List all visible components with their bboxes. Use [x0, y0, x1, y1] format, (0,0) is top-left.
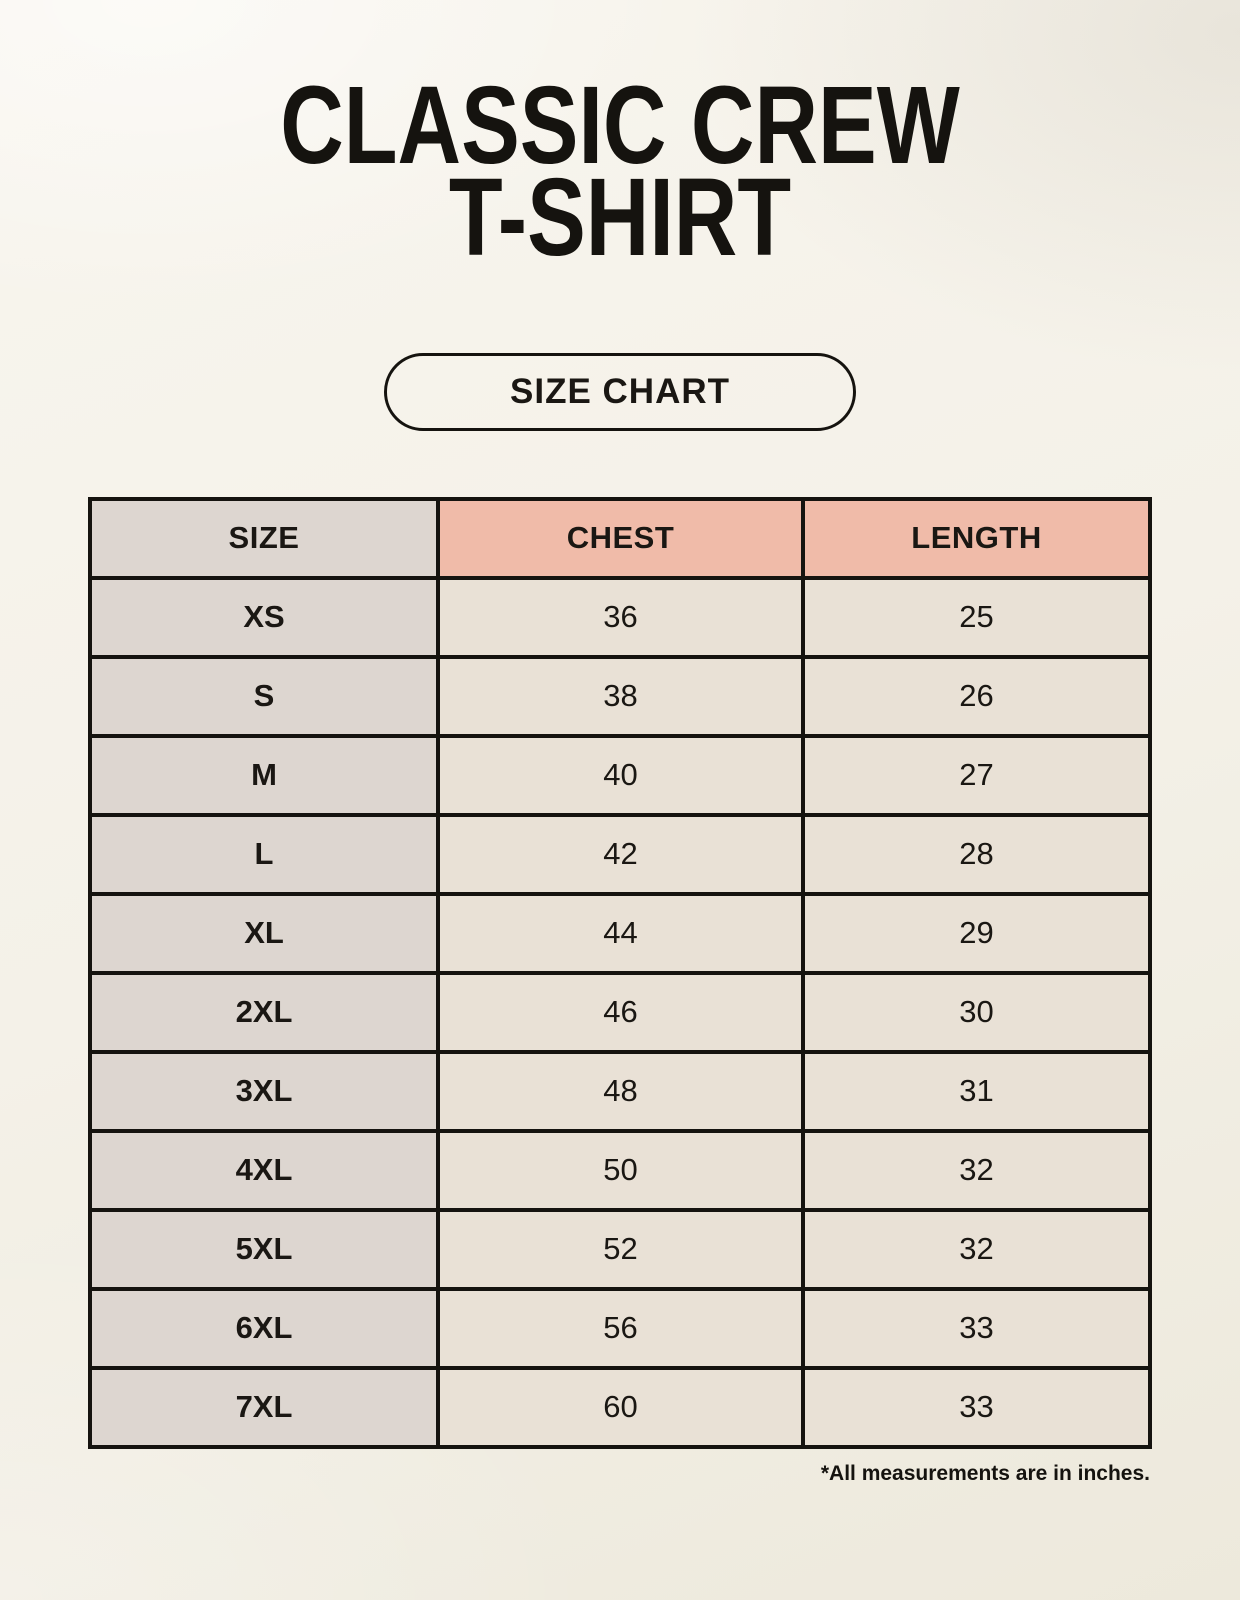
column-header-size: SIZE	[88, 496, 440, 580]
size-cell: 4XL	[88, 1128, 440, 1212]
table-row: XS 36 25	[88, 575, 1152, 659]
measurements-footnote: *All measurements are in inches.	[820, 1461, 1150, 1485]
table-row: XL 44 29	[88, 891, 1152, 975]
length-cell: 25	[801, 575, 1152, 659]
table-row: 5XL 52 32	[88, 1207, 1152, 1291]
table-header-row: SIZE CHEST LENGTH	[88, 496, 1152, 580]
size-cell: 3XL	[88, 1049, 440, 1133]
chest-cell: 44	[436, 891, 805, 975]
size-chart-badge[interactable]: SIZE CHART	[384, 352, 856, 431]
table-row: 3XL 48 31	[88, 1049, 1152, 1133]
chest-cell: 38	[436, 654, 805, 738]
page-title: CLASSIC CREW T-SHIRT	[124, 0, 1116, 280]
size-cell: 5XL	[88, 1207, 440, 1291]
size-cell: XL	[88, 891, 440, 975]
size-table-body: XS 36 25 S 38 26 M 40 27 L 42 28 XL 44 2…	[88, 575, 1152, 1449]
chest-cell: 48	[436, 1049, 805, 1133]
length-cell: 30	[801, 970, 1152, 1054]
chest-cell: 40	[436, 733, 805, 817]
length-cell: 27	[801, 733, 1152, 817]
chest-cell: 36	[436, 575, 805, 659]
length-cell: 31	[801, 1049, 1152, 1133]
column-header-chest: CHEST	[436, 496, 805, 580]
table-row: S 38 26	[88, 654, 1152, 738]
size-cell: 6XL	[88, 1286, 440, 1370]
chest-cell: 46	[436, 970, 805, 1054]
table-row: 6XL 56 33	[88, 1286, 1152, 1370]
length-cell: 28	[801, 812, 1152, 896]
table-row: 7XL 60 33	[88, 1365, 1152, 1449]
size-cell: L	[88, 812, 440, 896]
chest-cell: 50	[436, 1128, 805, 1212]
length-cell: 33	[801, 1286, 1152, 1370]
size-cell: XS	[88, 575, 440, 659]
page-title-line1: CLASSIC CREW	[280, 64, 960, 187]
size-cell: S	[88, 654, 440, 738]
length-cell: 29	[801, 891, 1152, 975]
table-row: L 42 28	[88, 812, 1152, 896]
size-chart-badge-label: SIZE CHART	[510, 371, 730, 411]
length-cell: 32	[801, 1207, 1152, 1291]
table-row: M 40 27	[88, 733, 1152, 817]
size-cell: M	[88, 733, 440, 817]
page-title-line2: T-SHIRT	[448, 156, 792, 280]
size-cell: 7XL	[88, 1365, 440, 1449]
length-cell: 26	[801, 654, 1152, 738]
table-row: 2XL 46 30	[88, 970, 1152, 1054]
size-cell: 2XL	[88, 970, 440, 1054]
column-header-length: LENGTH	[801, 496, 1152, 580]
chest-cell: 42	[436, 812, 805, 896]
table-row: 4XL 50 32	[88, 1128, 1152, 1212]
chest-cell: 52	[436, 1207, 805, 1291]
length-cell: 32	[801, 1128, 1152, 1212]
chest-cell: 60	[436, 1365, 805, 1449]
size-table: SIZE CHEST LENGTH XS 36 25 S 38 26 M 40 …	[88, 496, 1152, 1449]
length-cell: 33	[801, 1365, 1152, 1449]
chest-cell: 56	[436, 1286, 805, 1370]
